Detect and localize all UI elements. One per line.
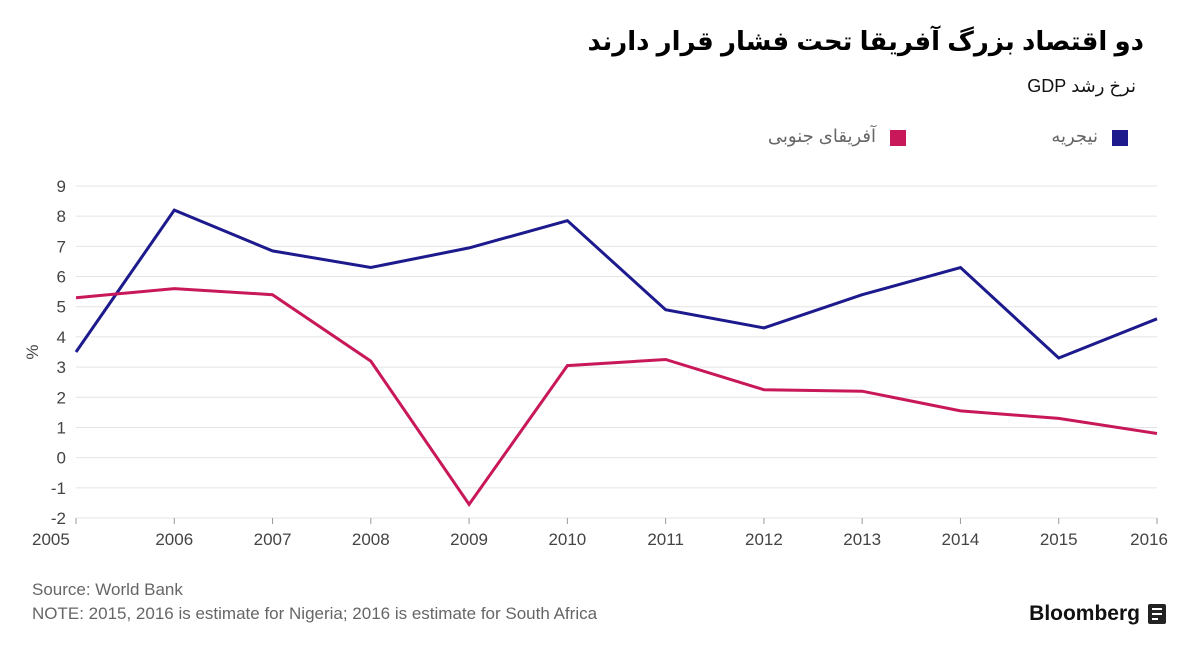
x-tick-label: 2013 bbox=[843, 530, 881, 549]
source-note: Source: World Bank bbox=[32, 580, 183, 599]
bloomberg-icon bbox=[1148, 604, 1166, 624]
x-tick-label: 2007 bbox=[254, 530, 292, 549]
y-tick-label: 0 bbox=[57, 449, 66, 468]
x-tick-label: 2010 bbox=[548, 530, 586, 549]
y-tick-label: 8 bbox=[57, 207, 66, 226]
legend-item-south-africa: آفریقای جنوبی bbox=[686, 126, 906, 150]
y-tick-label: -2 bbox=[51, 509, 66, 528]
x-tick-label: 2005 bbox=[32, 530, 70, 549]
y-tick-label: 4 bbox=[57, 328, 66, 347]
y-axis-ticks: -2 -1 0 1 2 3 4 5 6 7 8 9 bbox=[51, 177, 66, 528]
y-tick-label: 1 bbox=[57, 418, 66, 437]
series-line-nigeria bbox=[74, 208, 1158, 360]
legend-label-nigeria: نیجریه bbox=[1051, 126, 1098, 146]
x-tick-label: 2015 bbox=[1040, 530, 1078, 549]
chart-title: دو اقتصاد بزرگ آفریقا تحت فشار قرار دارن… bbox=[587, 26, 1144, 56]
y-tick-label: 9 bbox=[57, 177, 66, 196]
x-tick-label: 2011 bbox=[647, 530, 684, 549]
y-axis-label: % bbox=[23, 344, 42, 359]
x-tick-label: 2008 bbox=[352, 530, 390, 549]
series-lines bbox=[74, 208, 1158, 508]
y-tick-label: 6 bbox=[57, 268, 66, 287]
grid-lines bbox=[76, 185, 1157, 519]
x-tick-label: 2009 bbox=[450, 530, 488, 549]
y-tick-label: 2 bbox=[57, 388, 66, 407]
y-tick-label: 5 bbox=[57, 298, 66, 317]
x-axis-ticks: 2005 2006 2007 2008 2009 2010 2011 2012 2013 2014… bbox=[32, 518, 1168, 549]
x-tick-label: 2016 bbox=[1130, 530, 1168, 549]
y-tick-label: 7 bbox=[57, 237, 66, 256]
series-line-south-africa bbox=[75, 287, 1158, 508]
chart-subtitle: نرخ رشد GDP bbox=[1027, 76, 1136, 96]
legend-swatch-south-africa bbox=[890, 130, 906, 146]
bloomberg-logo: Bloomberg bbox=[1029, 602, 1140, 625]
legend-swatch-nigeria bbox=[1112, 130, 1128, 146]
x-tick-label: 2006 bbox=[155, 530, 193, 549]
x-tick-label: 2014 bbox=[942, 530, 980, 549]
legend-label-south-africa: آفریقای جنوبی bbox=[767, 126, 876, 146]
y-tick-label: 3 bbox=[57, 358, 66, 377]
y-tick-label: -1 bbox=[51, 479, 66, 498]
x-tick-label: 2012 bbox=[745, 530, 783, 549]
legend-item-nigeria: نیجریه bbox=[908, 126, 1128, 150]
footnote: NOTE: 2015, 2016 is estimate for Nigeria… bbox=[32, 604, 598, 623]
